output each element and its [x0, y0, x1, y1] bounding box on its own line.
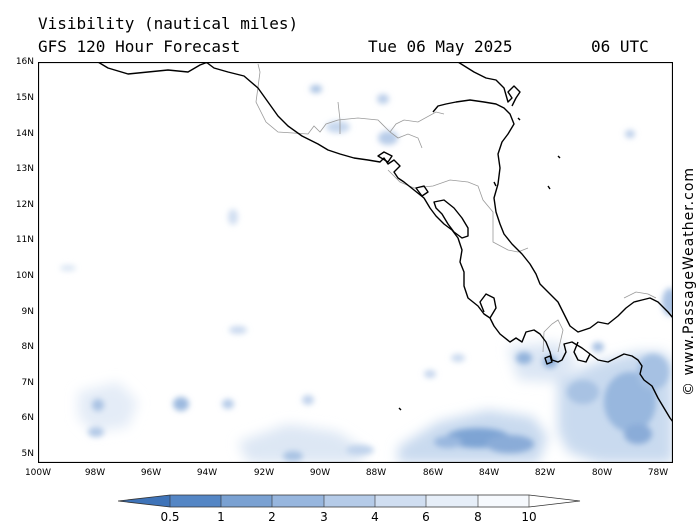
pacific-coast-mexico-to-colombia [97, 62, 673, 423]
lat-label: 7N [21, 378, 34, 388]
islet [398, 407, 402, 411]
lat-label: 6N [21, 413, 34, 423]
fog-patch [378, 131, 398, 145]
fog-patch [486, 435, 534, 453]
colorbar-swatch [272, 495, 324, 507]
lat-label: 10N [15, 271, 34, 281]
country-borders [255, 63, 657, 353]
colorbar-label: 3 [320, 510, 328, 524]
visibility-colorbar [118, 494, 581, 508]
colorbar-swatch [170, 495, 221, 507]
fog-patch [434, 436, 462, 448]
lon-label: 78W [647, 468, 669, 478]
lat-label: 12N [15, 200, 34, 210]
lat-label: 8N [21, 342, 34, 352]
fog-patch [302, 395, 314, 405]
fog-patch [424, 370, 436, 378]
fog-patch [92, 399, 104, 411]
forecast-date: Tue 06 May 2025 [368, 37, 513, 56]
colorbar-swatch [375, 495, 426, 507]
lon-label: 100W [24, 468, 52, 478]
visibility-patches [60, 85, 673, 463]
lon-label: 96W [140, 468, 162, 478]
islet [493, 181, 497, 187]
lake-nicaragua [433, 199, 469, 239]
lat-label: 9N [21, 307, 34, 317]
fog-patch [60, 265, 76, 271]
colorbar-label: 4 [371, 510, 379, 524]
lat-label: 13N [15, 164, 34, 174]
colorbar-swatch [478, 495, 529, 507]
colorbar-label: 1 [217, 510, 225, 524]
coastlines [97, 62, 673, 423]
fog-patch [592, 342, 604, 352]
forecast-time: 06 UTC [591, 37, 649, 56]
website-credit: © www.PassageWeather.com [681, 166, 697, 396]
haze-area-southwest [238, 424, 368, 463]
lon-label: 86W [422, 468, 444, 478]
fog-patch [567, 380, 599, 404]
fog-patch [516, 352, 532, 364]
colorbar-label: 8 [474, 510, 482, 524]
lon-label: 84W [478, 468, 500, 478]
fog-patch [222, 399, 234, 409]
fog-patch [543, 356, 557, 368]
lon-label: 98W [84, 468, 106, 478]
lon-label: 90W [309, 468, 331, 478]
lake-managua [415, 185, 429, 197]
map-frame [38, 62, 673, 463]
lon-label: 88W [365, 468, 387, 478]
fog-patch [173, 397, 189, 411]
lat-label: 16N [15, 57, 34, 67]
san-andres-island [557, 155, 561, 159]
fog-patch [377, 94, 389, 104]
lat-label: 15N [15, 93, 34, 103]
colorbar-swatch [118, 495, 170, 507]
haze-area-west [78, 382, 138, 432]
visibility-map [38, 62, 673, 463]
islet [517, 117, 521, 121]
forecast-subtitle: GFS 120 Hour Forecast [38, 37, 241, 56]
fog-patch [451, 354, 465, 362]
providencia-island [547, 185, 551, 190]
azuero-peninsula [573, 341, 591, 363]
lat-label: 14N [15, 129, 34, 139]
fog-patch [326, 121, 350, 133]
fog-patch [637, 354, 669, 390]
colorbar-swatch [426, 495, 478, 507]
coiba-island [544, 355, 553, 365]
fog-patch [88, 427, 104, 437]
gulf-of-fonseca [377, 151, 393, 163]
yucatan-coast [457, 62, 521, 107]
colorbar-label: 10 [521, 510, 537, 524]
fog-patch [229, 326, 247, 334]
lon-label: 94W [196, 468, 218, 478]
colorbar-label: 0.5 [160, 510, 180, 524]
fog-patch [346, 445, 374, 455]
fog-patch [624, 424, 652, 444]
nicoya-peninsula [479, 293, 497, 319]
fog-patch [625, 130, 635, 138]
fog-patch [283, 451, 303, 461]
colorbar-swatch [529, 495, 580, 507]
lon-label: 80W [591, 468, 613, 478]
caribbean-coast [432, 99, 673, 333]
fog-patch [604, 372, 656, 432]
lat-label: 5N [21, 449, 34, 459]
map-title: Visibility (nautical miles) [38, 14, 299, 33]
fog-patch [228, 209, 238, 225]
lon-label: 92W [253, 468, 275, 478]
colorbar-swatch [324, 495, 375, 507]
colorbar-label: 2 [268, 510, 276, 524]
lon-label: 82W [534, 468, 556, 478]
fog-patch [310, 85, 322, 93]
colorbar-label: 6 [422, 510, 430, 524]
colorbar-swatch [221, 495, 272, 507]
lat-label: 11N [15, 235, 34, 245]
